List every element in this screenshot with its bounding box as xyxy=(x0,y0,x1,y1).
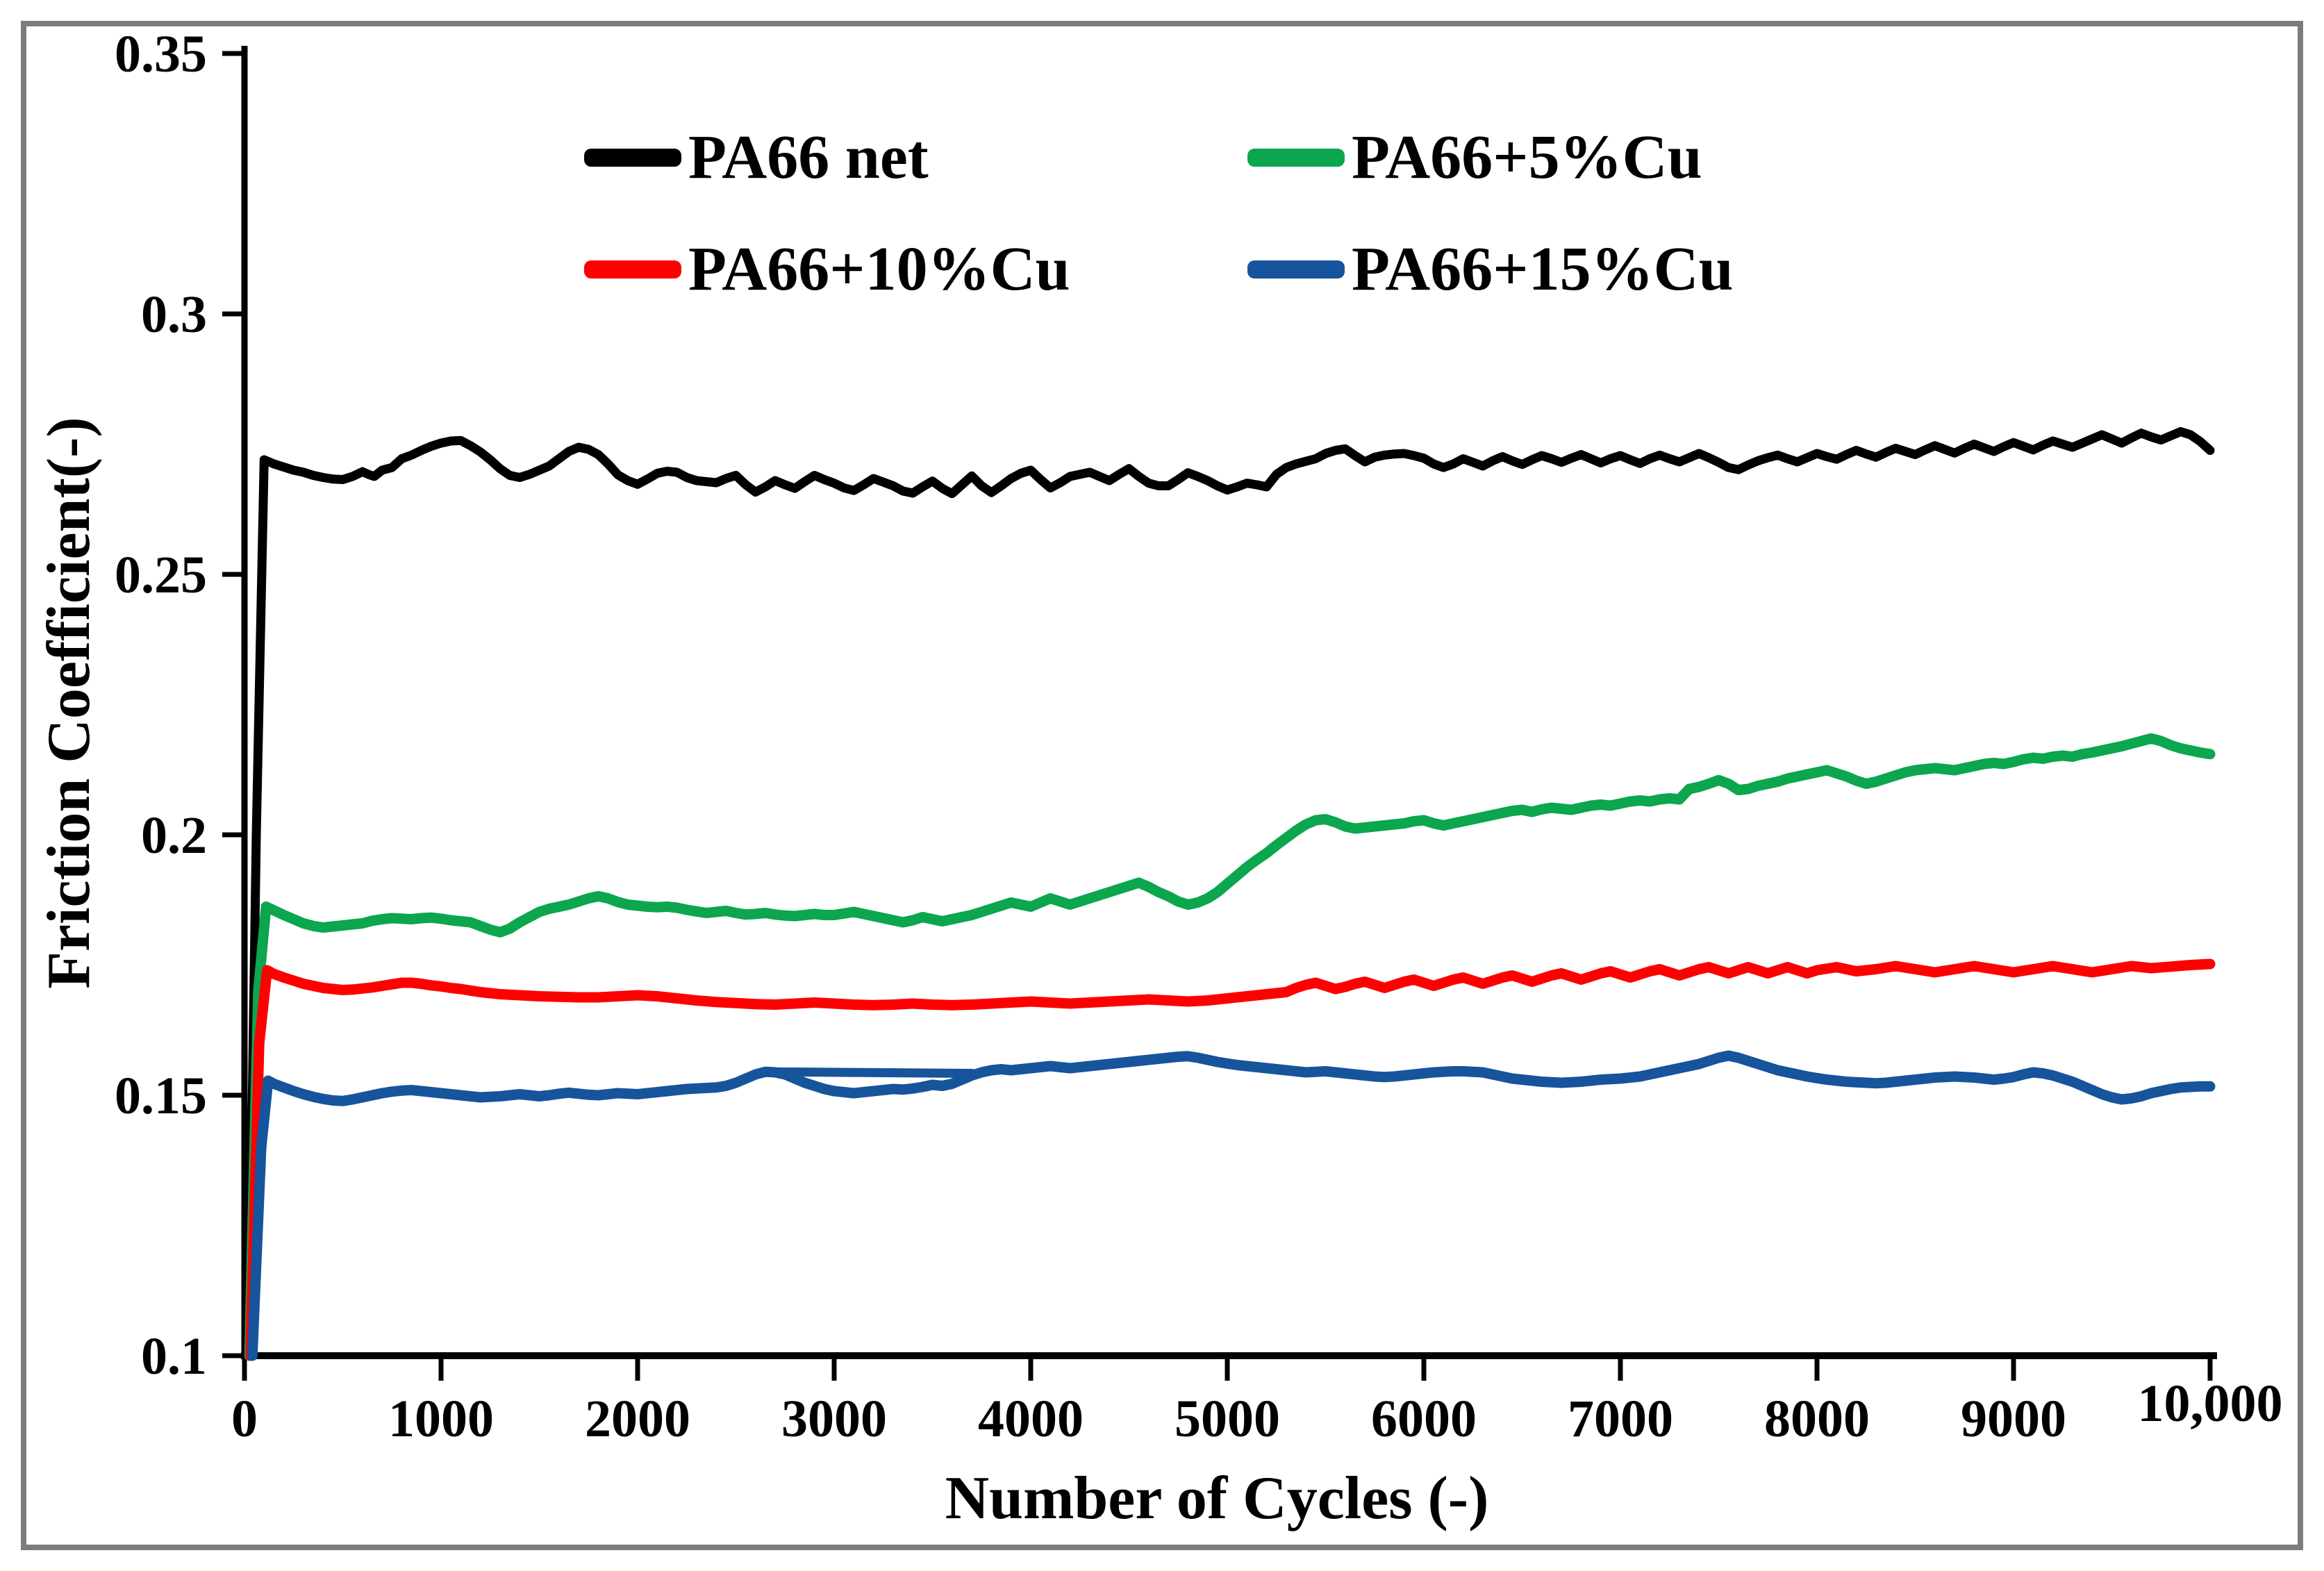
artifact-segment xyxy=(761,1067,977,1078)
x-tick-label: 6000 xyxy=(1371,1390,1477,1448)
y-tick-label: 0.25 xyxy=(115,546,207,604)
x-tick-label: 0 xyxy=(231,1390,258,1448)
y-tick-label: 0.3 xyxy=(141,285,207,344)
legend-item-pa66-10cu: PA66+10%Cu xyxy=(584,238,1070,301)
legend-label: PA66+5%Cu xyxy=(1352,123,1702,192)
legend-item-pa66-15cu: PA66+15%Cu xyxy=(1247,238,1734,301)
x-tick-label: 2000 xyxy=(585,1390,690,1448)
x-tick-label: 7000 xyxy=(1568,1390,1673,1448)
x-tick-label: 8000 xyxy=(1764,1390,1870,1448)
legend-swatch-pa66-15cu xyxy=(1247,260,1345,279)
series-line-3 xyxy=(247,1050,2216,1361)
legend-swatch-pa66-5cu xyxy=(1247,149,1345,167)
legend-label: PA66+10%Cu xyxy=(688,235,1070,304)
y-tick-label: 0.2 xyxy=(141,806,207,865)
x-tick-label: 10,000 xyxy=(2138,1374,2283,1433)
x-tick-label: 9000 xyxy=(1961,1390,2066,1448)
x-axis-title: Number of Cycles (-) xyxy=(945,1465,1489,1532)
x-tick-label: 1000 xyxy=(388,1390,494,1448)
y-axis-title: Friction Coefficient(-) xyxy=(35,417,103,989)
legend-swatch-pa66-net xyxy=(584,149,681,167)
x-tick-label: 5000 xyxy=(1175,1390,1280,1448)
legend-label: PA66+15%Cu xyxy=(1352,235,1734,304)
legend-swatch-pa66-10cu xyxy=(584,260,681,279)
series-line-0 xyxy=(244,427,2215,1361)
legend-item-pa66-net: PA66 net xyxy=(584,126,929,189)
y-tick-label: 0.1 xyxy=(141,1327,207,1386)
y-tick-label: 0.15 xyxy=(115,1067,207,1125)
x-tick-label: 3000 xyxy=(781,1390,887,1448)
legend-label: PA66 net xyxy=(688,123,929,192)
y-tick-label: 0.35 xyxy=(115,25,207,83)
x-tick-label: 4000 xyxy=(978,1390,1084,1448)
series-line-1 xyxy=(244,733,2216,1361)
legend-item-pa66-5cu: PA66+5%Cu xyxy=(1247,126,1702,189)
series-line-2 xyxy=(245,958,2216,1361)
